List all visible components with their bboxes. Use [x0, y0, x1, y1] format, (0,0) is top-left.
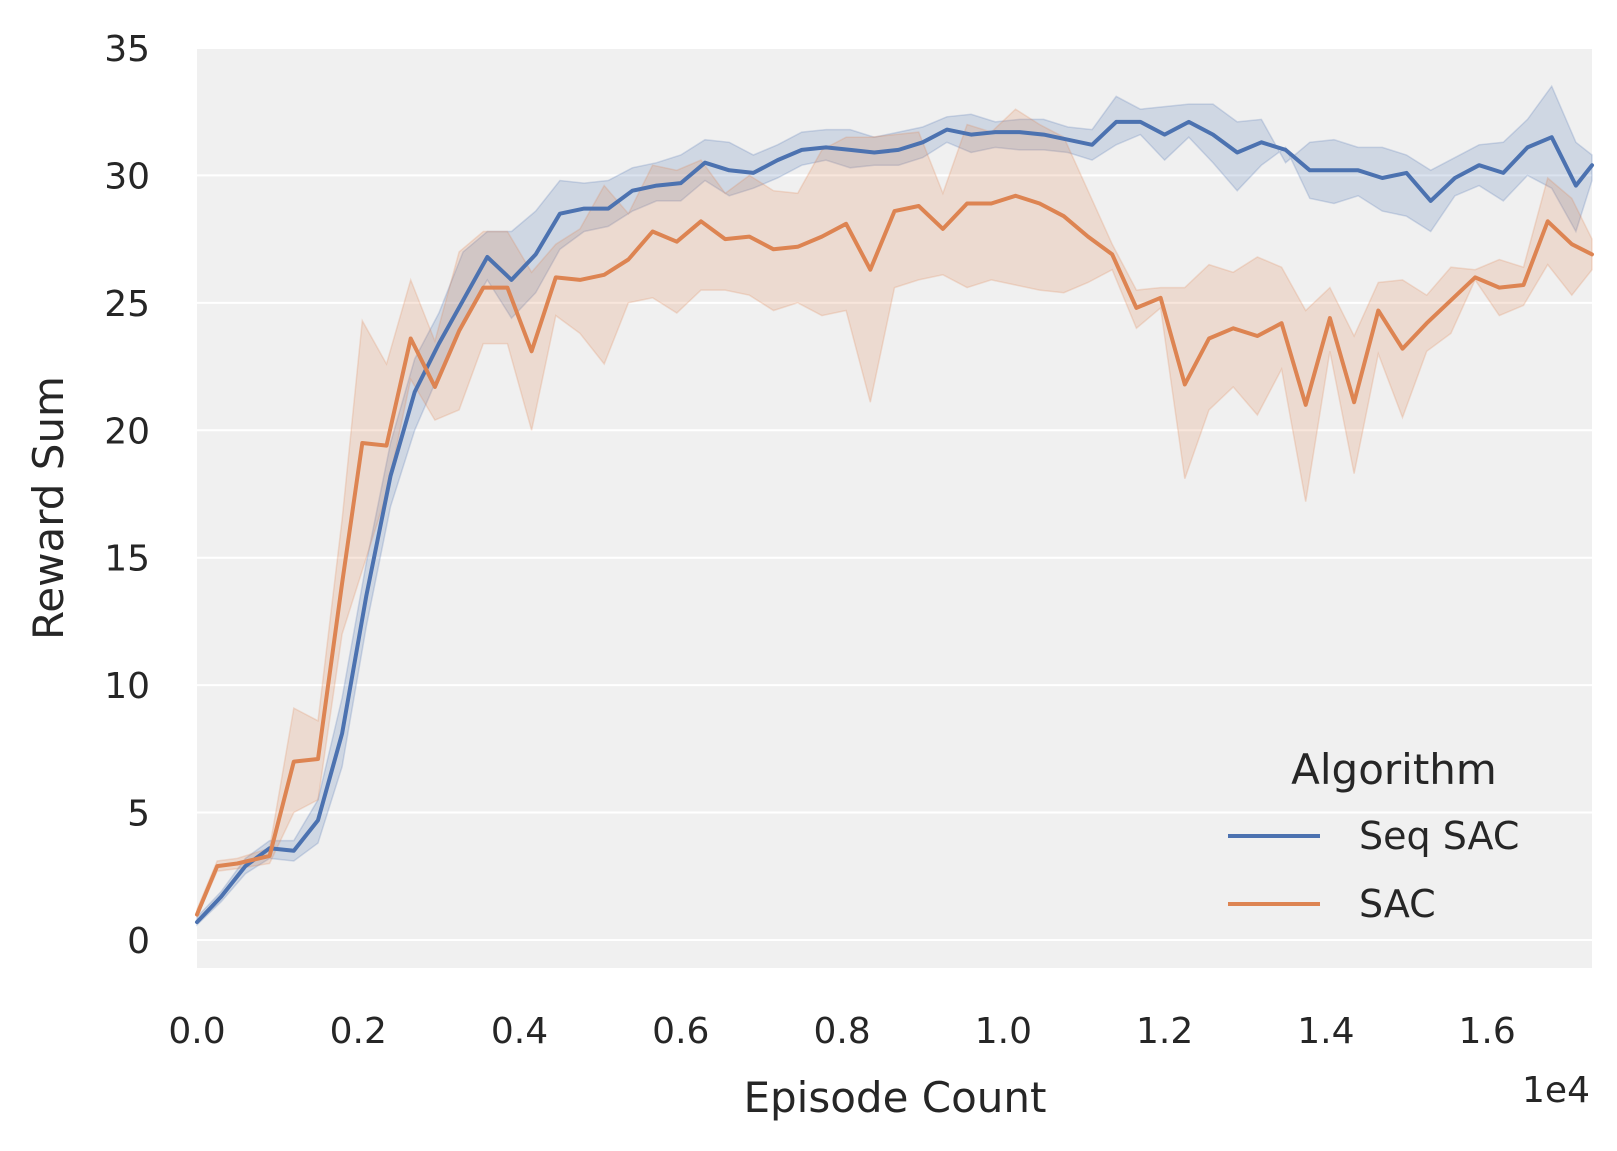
- x-tick-label: 1.0: [975, 1011, 1032, 1052]
- x-axis-title: Episode Count: [743, 1073, 1046, 1122]
- y-tick-label: 20: [104, 411, 150, 452]
- legend-label-sac: SAC: [1359, 882, 1436, 926]
- y-tick-label: 30: [104, 156, 150, 197]
- y-tick-label: 0: [127, 921, 150, 962]
- series-line-sac: [195, 193, 1594, 917]
- y-axis-title: Reward Sum: [24, 376, 73, 640]
- series-line-seq-sac: [195, 119, 1594, 925]
- y-tick-labels: 0 5 10 15 20 25 30 35: [104, 29, 150, 962]
- legend: Algorithm Seq SAC SAC: [1228, 745, 1519, 926]
- y-tick-label: 25: [104, 284, 150, 325]
- series-lines: [195, 119, 1594, 925]
- x-tick-label: 0.0: [168, 1011, 225, 1052]
- x-axis-offset-label: 1e4: [1522, 1070, 1590, 1111]
- grid-lines: [197, 47, 1592, 941]
- legend-title: Algorithm: [1291, 745, 1497, 794]
- y-tick-label: 15: [104, 539, 150, 580]
- x-tick-labels: 0.0 0.2 0.4 0.6 0.8 1.0 1.2 1.4 1.6: [168, 1011, 1515, 1052]
- x-tick-label: 1.6: [1459, 1011, 1516, 1052]
- x-tick-label: 1.4: [1297, 1011, 1354, 1052]
- y-tick-label: 5: [127, 794, 150, 835]
- x-tick-label: 0.8: [813, 1011, 870, 1052]
- y-tick-label: 10: [104, 666, 150, 707]
- x-tick-label: 0.2: [330, 1011, 387, 1052]
- band-seq-sac: [196, 84, 1593, 927]
- plot-background: [197, 48, 1592, 968]
- y-tick-label: 35: [104, 29, 150, 70]
- x-tick-label: 0.4: [491, 1011, 548, 1052]
- x-tick-label: 1.2: [1136, 1011, 1193, 1052]
- legend-label-seq-sac: Seq SAC: [1359, 814, 1519, 858]
- x-tick-label: 0.6: [652, 1011, 709, 1052]
